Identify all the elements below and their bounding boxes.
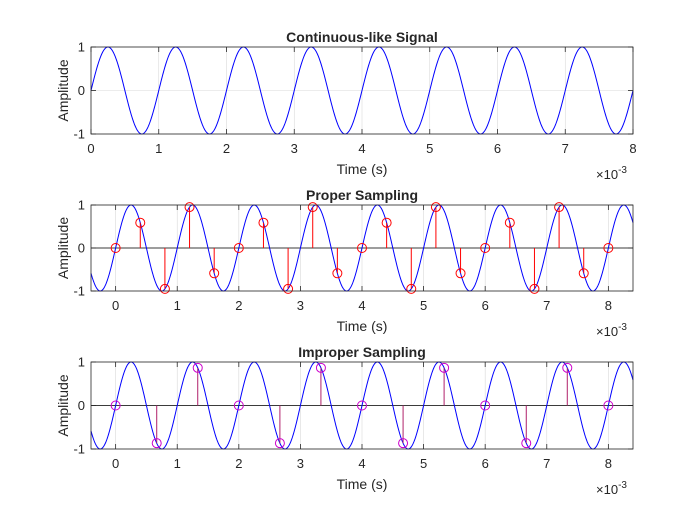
x-tick-label: 3 <box>291 141 298 156</box>
x-tick-label: 6 <box>494 141 501 156</box>
x-axis-label: Time (s) <box>337 318 388 334</box>
y-tick-label: -1 <box>73 442 85 457</box>
sample-marker <box>357 243 367 253</box>
x-tick-label: 8 <box>605 456 612 471</box>
sample-marker <box>480 400 491 411</box>
x-tick-label: 8 <box>629 141 636 156</box>
x-tick-label: 1 <box>174 456 181 471</box>
sample-marker <box>274 438 285 449</box>
chart-title: Continuous-like Signal <box>286 29 438 45</box>
sample-marker <box>521 438 532 449</box>
sample-marker <box>381 217 392 228</box>
x-tick-label: 5 <box>420 456 427 471</box>
y-tick-label: 0 <box>78 241 85 256</box>
sample-marker <box>110 243 121 253</box>
x-tick-label: 6 <box>482 456 489 471</box>
y-tick-label: 1 <box>78 40 85 55</box>
chart-title: Proper Sampling <box>306 187 418 203</box>
chart-panel-2: 0 1 2 3 4 5 6 7 8 -1 0 1 Proper Sampling Time (s) Ampl… <box>55 187 634 339</box>
x-tick-label: 4 <box>358 141 365 156</box>
sample-marker <box>151 438 162 449</box>
x-tick-label: 2 <box>223 141 230 156</box>
x-axis-label: Time (s) <box>337 161 388 177</box>
x-tick-label: 6 <box>482 298 489 313</box>
x-tick-label: 7 <box>543 298 550 313</box>
y-tick-label: 0 <box>78 398 85 413</box>
y-tick-label: 1 <box>78 355 85 370</box>
sample-marker <box>430 202 441 213</box>
x-tick-label: 2 <box>235 298 242 313</box>
sample-marker <box>578 268 589 279</box>
x-tick-label: 8 <box>605 298 612 313</box>
sample-marker <box>192 362 203 373</box>
sample-marker <box>455 268 466 279</box>
y-tick-label: 1 <box>78 198 85 213</box>
sample-marker <box>357 400 367 411</box>
x-axis-label: Time (s) <box>337 476 388 492</box>
sample-marker <box>332 268 343 279</box>
y-axis-label: Amplitude <box>55 217 71 279</box>
signal-line <box>90 204 634 292</box>
y-axis-label: Amplitude <box>55 59 71 121</box>
sample-marker <box>529 283 540 294</box>
chart-title: Improper Sampling <box>298 344 426 360</box>
chart-panel-3: 0 1 2 3 4 5 6 7 8 -1 0 1 Improper Sampling Time (s) Am… <box>55 344 634 497</box>
signal-line <box>90 361 634 450</box>
sample-marker <box>406 283 417 294</box>
sample-marker <box>233 400 244 411</box>
x-tick-label: 0 <box>112 456 119 471</box>
x-tick-label: 4 <box>358 456 365 471</box>
sample-marker <box>439 362 450 373</box>
y-axis-label: Amplitude <box>55 374 71 436</box>
x-tick-label: 5 <box>426 141 433 156</box>
x-tick-label: 1 <box>155 141 162 156</box>
sample-marker <box>504 217 515 228</box>
sample-marker <box>184 202 195 213</box>
x-tick-label: 3 <box>297 456 304 471</box>
x-exponent-label: ×10-3 <box>596 165 627 182</box>
sample-marker <box>110 400 121 411</box>
x-tick-label: 5 <box>420 298 427 313</box>
y-tick-label: -1 <box>73 284 85 299</box>
sample-marker <box>307 202 318 213</box>
x-tick-label: 7 <box>543 456 550 471</box>
x-tick-label: 7 <box>562 141 569 156</box>
x-exponent-label: ×10-3 <box>596 322 627 339</box>
sample-marker <box>159 283 170 294</box>
sample-marker <box>233 243 244 253</box>
sample-marker <box>603 243 614 253</box>
sample-marker <box>603 400 614 411</box>
x-tick-label: 1 <box>174 298 181 313</box>
sample-marker <box>398 438 409 449</box>
sample-marker <box>283 283 294 294</box>
sample-marker <box>315 362 326 373</box>
sample-marker <box>209 268 220 279</box>
sample-marker <box>554 202 565 213</box>
sample-marker <box>480 243 491 253</box>
signal-line <box>90 46 634 135</box>
x-tick-label: 0 <box>87 141 94 156</box>
sample-marker <box>258 217 269 228</box>
x-exponent-label: ×10-3 <box>596 480 627 497</box>
x-tick-label: 0 <box>112 298 119 313</box>
y-tick-label: 0 <box>78 83 85 98</box>
x-tick-label: 4 <box>358 298 365 313</box>
y-tick-label: -1 <box>73 127 85 142</box>
sample-marker <box>135 217 146 228</box>
sample-marker <box>562 362 573 373</box>
x-tick-label: 3 <box>297 298 304 313</box>
x-tick-label: 2 <box>235 456 242 471</box>
